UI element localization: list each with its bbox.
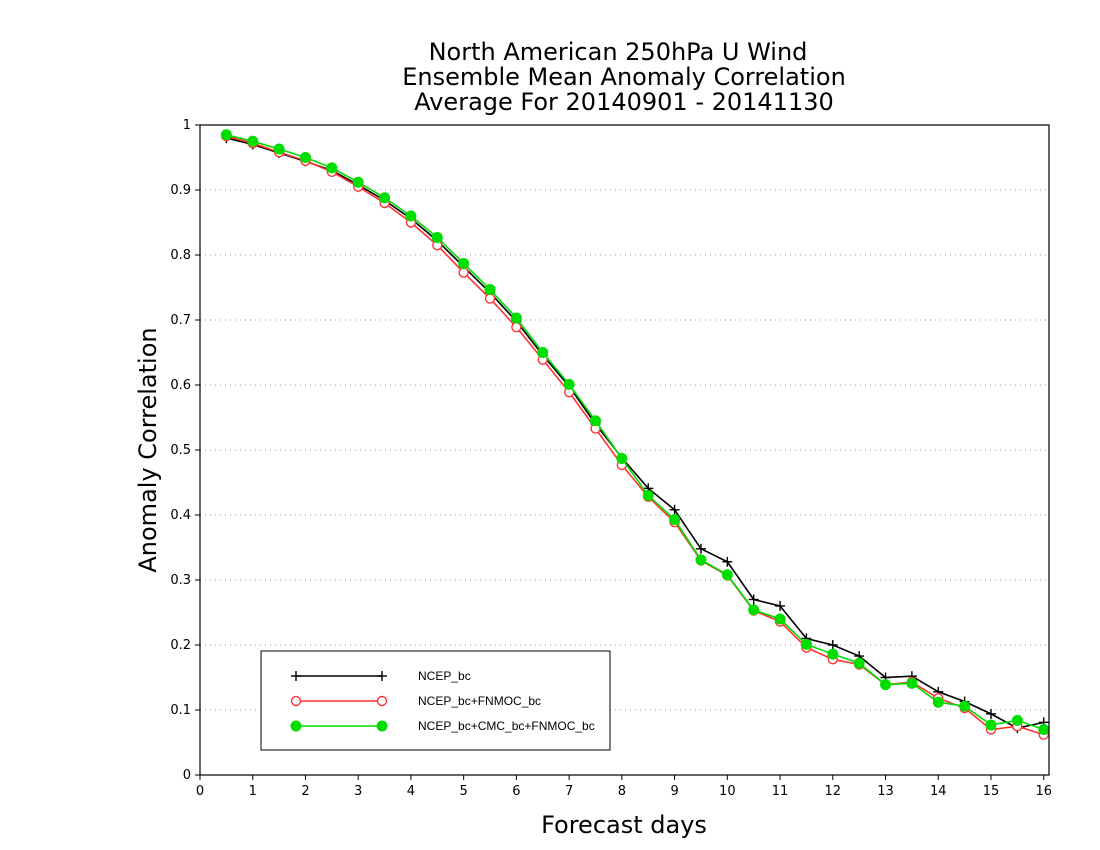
x-tick-label: 12 bbox=[825, 784, 842, 799]
x-axis-title: Forecast days bbox=[541, 811, 707, 839]
data-point bbox=[959, 700, 971, 712]
data-point bbox=[458, 257, 470, 269]
data-point bbox=[220, 129, 232, 141]
x-tick-label: 7 bbox=[565, 784, 573, 799]
data-point bbox=[721, 569, 733, 581]
legend-marker bbox=[377, 671, 387, 681]
x-tick-label: 11 bbox=[772, 784, 789, 799]
data-point bbox=[352, 176, 364, 188]
data-point bbox=[273, 143, 285, 155]
chart-title: North American 250hPa U Wind Ensemble Me… bbox=[402, 38, 846, 116]
data-point bbox=[458, 267, 469, 278]
y-tick-label: 0.2 bbox=[170, 638, 191, 653]
data-point bbox=[405, 210, 417, 222]
legend-marker bbox=[376, 695, 388, 707]
x-tick-label: 3 bbox=[354, 784, 362, 799]
data-point bbox=[299, 152, 311, 163]
chart-title-line-3: Average For 20140901 - 20141130 bbox=[414, 88, 834, 116]
x-tick-label: 14 bbox=[930, 784, 947, 799]
y-tick-label: 0.7 bbox=[170, 313, 191, 328]
y-axis-title: Anomaly Correlation bbox=[134, 327, 162, 572]
x-tick-label: 0 bbox=[196, 784, 204, 799]
data-point bbox=[669, 514, 681, 526]
data-point bbox=[748, 594, 759, 605]
x-tick-label: 8 bbox=[618, 784, 626, 799]
y-tick-label: 0.4 bbox=[170, 508, 191, 523]
x-tick-label: 10 bbox=[719, 784, 736, 799]
data-point bbox=[827, 640, 838, 650]
legend-label: NCEP_bc bbox=[418, 669, 471, 683]
legend-entry: NCEP_bc+FNMOC_bc bbox=[290, 694, 541, 708]
data-point bbox=[379, 192, 391, 204]
x-tick-label: 4 bbox=[407, 784, 415, 799]
data-point bbox=[985, 708, 996, 719]
x-tick-label: 9 bbox=[670, 784, 678, 799]
x-tick-label: 6 bbox=[512, 784, 520, 799]
legend-label: NCEP_bc+FNMOC_bc bbox=[418, 694, 541, 708]
data-point bbox=[642, 490, 654, 501]
series-1 bbox=[221, 133, 1049, 734]
data-point bbox=[431, 231, 443, 243]
y-tick-label: 0.6 bbox=[170, 378, 191, 393]
data-point bbox=[484, 283, 496, 295]
data-point bbox=[510, 312, 522, 324]
chart-title-line-1: North American 250hPa U Wind bbox=[429, 38, 808, 66]
legend: NCEP_bc NCEP_bc+FNMOC_bc NCEP_bc+CMC_bc+FN… bbox=[260, 650, 611, 751]
data-point bbox=[853, 657, 865, 669]
legend-marker bbox=[290, 695, 302, 707]
series-3 bbox=[220, 129, 1050, 735]
y-tick-label: 0.8 bbox=[170, 248, 191, 263]
x-tick-label: 15 bbox=[983, 784, 1000, 799]
data-point bbox=[484, 293, 496, 304]
y-tick-label: 1 bbox=[183, 118, 191, 133]
x-tick-label: 13 bbox=[877, 784, 894, 799]
chart-title-line-2: Ensemble Mean Anomaly Correlation bbox=[402, 63, 846, 91]
axes: 00.10.20.30.40.50.60.70.80.910 1 2 3 4 5 6 7 8 9 1… bbox=[170, 118, 1052, 799]
data-series bbox=[220, 129, 1050, 740]
series-2 bbox=[221, 130, 1049, 740]
legend-marker bbox=[290, 720, 302, 732]
x-tick-label: 2 bbox=[301, 784, 309, 799]
legend-entry: NCEP_bc+CMC_bc+FNMOC_bc bbox=[290, 719, 595, 733]
data-point bbox=[616, 452, 628, 464]
data-point bbox=[537, 347, 549, 358]
data-point bbox=[932, 696, 944, 708]
y-tick-label: 0.5 bbox=[170, 443, 191, 458]
grid-lines bbox=[200, 189, 1049, 711]
data-point bbox=[722, 556, 733, 567]
data-point bbox=[1038, 724, 1050, 735]
x-tick-label: 5 bbox=[460, 784, 468, 799]
data-point bbox=[985, 719, 997, 731]
series-line bbox=[226, 133, 1044, 731]
data-point bbox=[774, 613, 786, 625]
y-tick-label: 0 bbox=[183, 768, 191, 783]
data-point bbox=[1011, 714, 1023, 726]
legend-marker bbox=[376, 720, 388, 732]
data-point bbox=[669, 504, 680, 515]
data-point bbox=[563, 378, 575, 390]
data-point bbox=[800, 638, 812, 650]
data-point bbox=[827, 648, 839, 660]
data-point bbox=[695, 543, 706, 554]
data-point bbox=[880, 679, 892, 691]
legend-label: NCEP_bc+CMC_bc+FNMOC_bc bbox=[418, 719, 595, 733]
data-point bbox=[906, 677, 918, 689]
x-tick-label: 1 bbox=[249, 784, 257, 799]
series-line bbox=[226, 137, 1044, 730]
y-tick-label: 0.1 bbox=[170, 703, 191, 718]
x-tick-label: 16 bbox=[1035, 784, 1052, 799]
data-point bbox=[247, 135, 259, 147]
data-point bbox=[748, 604, 760, 616]
data-point bbox=[775, 601, 786, 611]
data-point bbox=[695, 554, 707, 566]
legend-marker bbox=[291, 671, 301, 681]
plot-frame bbox=[199, 124, 1050, 776]
data-point bbox=[326, 162, 338, 174]
legend-entry: NCEP_bc bbox=[291, 669, 471, 683]
data-point bbox=[589, 415, 601, 427]
data-point bbox=[511, 321, 522, 333]
y-tick-label: 0.3 bbox=[170, 573, 191, 588]
y-tick-label: 0.9 bbox=[170, 183, 191, 198]
